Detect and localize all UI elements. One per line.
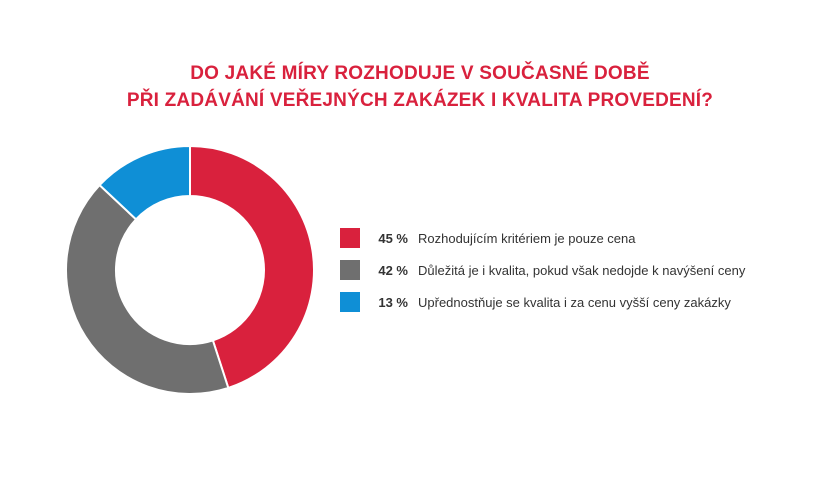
legend: 45 % Rozhodujícím kritériem je pouze cen… (340, 228, 745, 324)
legend-value: 13 % (378, 294, 408, 310)
legend-item-price-only: 45 % Rozhodujícím kritériem je pouze cen… (340, 228, 745, 248)
legend-value: 42 % (378, 262, 408, 278)
legend-label: Důležitá je i kvalita, pokud však nedojd… (418, 262, 746, 278)
legend-item-quality-no-price-increase: 42 % Důležitá je i kvalita, pokud však n… (340, 260, 745, 280)
legend-label: Rozhodujícím kritériem je pouze cena (418, 230, 636, 246)
chart-title-line-1: DO JAKÉ MÍRY ROZHODUJE V SOUČASNÉ DOBĚ (190, 63, 650, 84)
legend-item-quality-preferred: 13 % Upřednostňuje se kvalita i za cenu … (340, 292, 745, 312)
legend-value: 45 % (378, 230, 408, 246)
legend-swatch-red (340, 228, 360, 248)
chart-title: DO JAKÉ MÍRY ROZHODUJE V SOUČASNÉ DOBĚ P… (0, 60, 840, 114)
chart-title-line-2: PŘI ZADÁVÁNÍ VEŘEJNÝCH ZAKÁZEK I KVALITA… (126, 90, 714, 111)
legend-label: Upřednostňuje se kvalita i za cenu vyšší… (418, 294, 731, 310)
donut-slice-gray (65, 183, 230, 395)
donut-slice-red (189, 144, 315, 390)
donut-slice-blue (98, 144, 191, 221)
donut-chart (65, 144, 315, 395)
legend-swatch-blue (340, 292, 360, 312)
legend-swatch-gray (340, 260, 360, 280)
